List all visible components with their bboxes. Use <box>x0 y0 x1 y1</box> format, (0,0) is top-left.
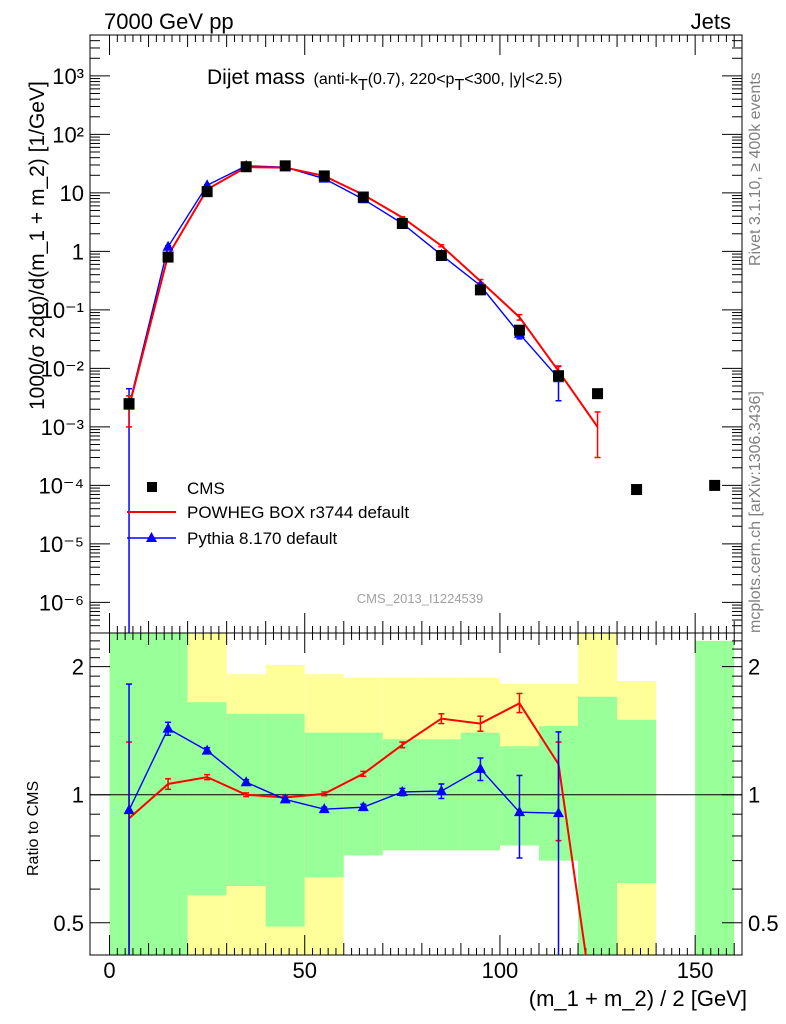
cms-point <box>201 186 213 198</box>
legend-cms-label: CMS <box>187 479 225 498</box>
pythia-ratio-point <box>553 807 565 818</box>
x-tick-label: 100 <box>482 958 519 983</box>
x-tick-label: 0 <box>103 958 115 983</box>
band-inner-bin <box>343 732 383 856</box>
mcplots-label: mcplots.cern.ch [arXiv:1306.3436] <box>747 391 764 633</box>
plot-title: Dijet mass (anti-kT(0.7), 220<pT<300, |y… <box>207 66 562 94</box>
pythia-ratio-point <box>357 801 369 812</box>
band-inner-bin <box>187 702 227 896</box>
pythia-point <box>162 240 174 251</box>
cms-point <box>357 191 369 203</box>
main-y-tick-label: 10⁻⁵ <box>39 532 84 557</box>
legend-pythia-label: Pythia 8.170 default <box>187 529 338 548</box>
pythia-ratio-point <box>279 793 291 804</box>
pythia-ratio-point <box>318 803 330 814</box>
main-y-tick-label: 10⁻² <box>41 356 84 381</box>
main-y-tick-label: 10 <box>60 181 84 206</box>
legend-powheg-label: POWHEG BOX r3744 default <box>187 503 409 522</box>
analysis-watermark: CMS_2013_I1224539 <box>357 591 484 606</box>
main-y-tick-label: 10³ <box>52 64 84 89</box>
legend-pythia-marker <box>146 532 157 542</box>
main-y-tick-label: 10⁻⁴ <box>38 473 84 498</box>
pythia-ratio-point <box>201 744 213 755</box>
ratio-frame <box>89 632 743 956</box>
header-energy: 7000 GeV pp <box>104 9 234 34</box>
main-y-tick-label: 10⁻¹ <box>41 298 84 323</box>
legend-cms-marker <box>147 482 157 492</box>
x-tick-label: 50 <box>292 958 316 983</box>
ratio-y-tick-label-right: 1 <box>748 783 760 808</box>
band-inner-bin <box>695 640 735 955</box>
cms-point <box>396 217 408 229</box>
cms-point <box>240 161 252 173</box>
powheg-main-line <box>128 166 599 428</box>
header-category: Jets <box>691 9 731 34</box>
main-y-tick-label: 10⁻³ <box>41 415 84 440</box>
ratio-y-axis-title: Ratio to CMS <box>25 781 42 876</box>
ratio-y-tick-label-right: 0.5 <box>748 911 779 936</box>
cms-point <box>592 388 604 400</box>
cms-point <box>709 479 721 491</box>
pythia-ratio-point <box>123 804 135 815</box>
pythia-ratio-point <box>240 776 252 787</box>
pythia-ratio-point <box>162 722 174 733</box>
band-inner-bin <box>617 719 657 884</box>
x-tick-label: 150 <box>677 958 714 983</box>
band-inner-bin <box>265 713 305 927</box>
ratio-y-tick-label: 1 <box>72 783 84 808</box>
cms-point <box>318 170 330 182</box>
cms-point <box>123 398 135 410</box>
band-inner-bin <box>578 696 618 955</box>
cms-point <box>162 251 174 263</box>
pythia-ratio-point <box>396 785 408 796</box>
ratio-panel: 0 50 100 150 0.5 0.5 1 1 2 2 <box>53 632 779 983</box>
band-inner-bin <box>460 732 500 851</box>
band-inner-bin <box>148 633 188 955</box>
pythia-ratio-point <box>513 806 525 817</box>
cms-point <box>279 160 291 172</box>
ratio-y-tick-label: 2 <box>72 655 84 680</box>
ratio-y-tick-label-right: 2 <box>748 655 760 680</box>
band-inner-bin <box>226 713 266 887</box>
legend: CMS POWHEG BOX r3744 default Pythia 8.17… <box>127 479 409 548</box>
main-y-tick-label: 1 <box>72 239 84 264</box>
main-y-axis-title: 1000/σ 2dσ)/d(m_1 + m_2) [1/GeV] <box>26 81 49 410</box>
rivet-version-label: Rivet 3.1.10, ≥ 400k events <box>747 72 764 266</box>
x-axis-title: (m_1 + m_2) / 2 [GeV] <box>529 986 747 1011</box>
main-y-tick-label: 10⁻⁶ <box>39 590 84 615</box>
main-panel: 10⁻⁶ 10⁻⁵ 10⁻⁴ 10⁻³ 10⁻² 10⁻¹ 1 10 10² 10³ <box>38 34 743 634</box>
pythia-ratio-line <box>128 727 559 814</box>
cms-point <box>553 370 565 382</box>
main-y-tick-label: 10² <box>52 122 84 147</box>
cms-point <box>474 284 486 296</box>
pythia-main-line <box>128 165 560 406</box>
pythia-ratio-point <box>435 785 447 796</box>
cms-point <box>435 250 447 262</box>
cms-point <box>631 484 643 496</box>
cms-point <box>513 324 525 336</box>
pythia-ratio-point <box>474 762 486 773</box>
ratio-y-tick-label: 0.5 <box>53 911 84 936</box>
